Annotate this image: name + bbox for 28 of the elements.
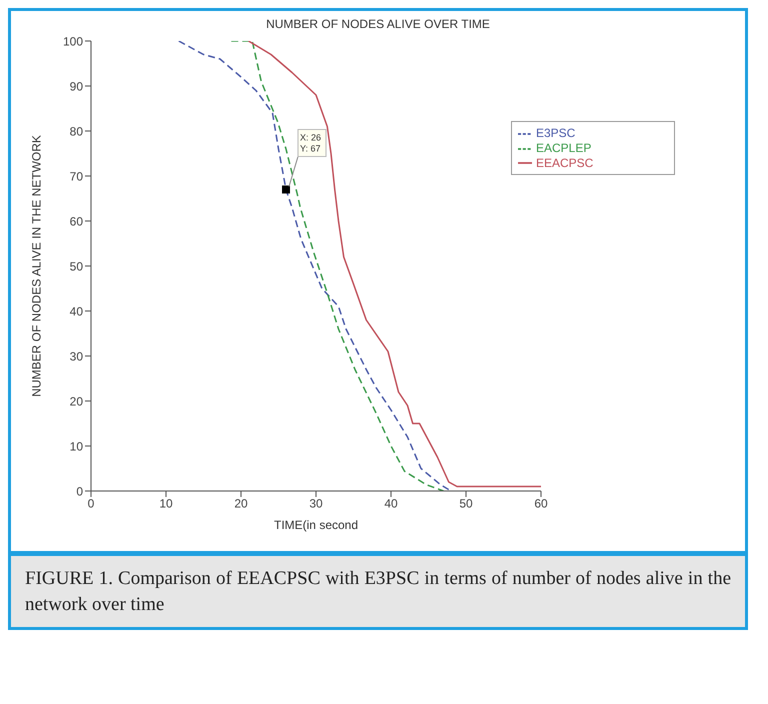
y-tick-label: 10 <box>70 439 84 454</box>
x-axis-title: TIME(in second <box>274 518 358 532</box>
x-tick-label: 40 <box>384 496 398 511</box>
x-tick-label: 0 <box>88 496 95 511</box>
line-series <box>178 41 452 491</box>
x-tick-label: 30 <box>309 496 323 511</box>
annotation: X: 26 Y: 67 <box>300 132 322 154</box>
x-tick-label: 60 <box>534 496 548 511</box>
y-tick-label: 60 <box>70 214 84 228</box>
x-tick-label: 10 <box>159 496 173 511</box>
y-tick-label: 20 <box>70 394 84 408</box>
y-tick-label: 80 <box>70 124 84 138</box>
legend-label: EEACPSC <box>536 156 594 170</box>
legend-label: E3PSC <box>536 126 576 140</box>
legend-label: EACPLEP <box>536 140 592 155</box>
y-tick-label: 100 <box>62 34 84 48</box>
y-tick-label: 50 <box>70 259 84 274</box>
x-tick-label: 20 <box>234 496 248 511</box>
x-tick-label: 50 <box>459 496 473 511</box>
chart-title: NUMBER OF NODES ALIVE OVER TIME <box>265 17 491 31</box>
y-axis-title: NUMBER OF NODES ALIVE IN THE NETWORK <box>29 135 44 397</box>
y-tick-label: 70 <box>70 169 84 184</box>
caption: FIGURE 1. Comparison of EEACPSC with E3PSC in terms of number of nodes alive in the network over time <box>11 551 745 628</box>
y-tick-label: 0 <box>76 484 84 498</box>
y-tick-label: 30 <box>70 349 84 364</box>
y-tick-label: 90 <box>70 79 84 94</box>
y-tick-label: 40 <box>70 304 84 318</box>
line-series <box>230 41 444 491</box>
